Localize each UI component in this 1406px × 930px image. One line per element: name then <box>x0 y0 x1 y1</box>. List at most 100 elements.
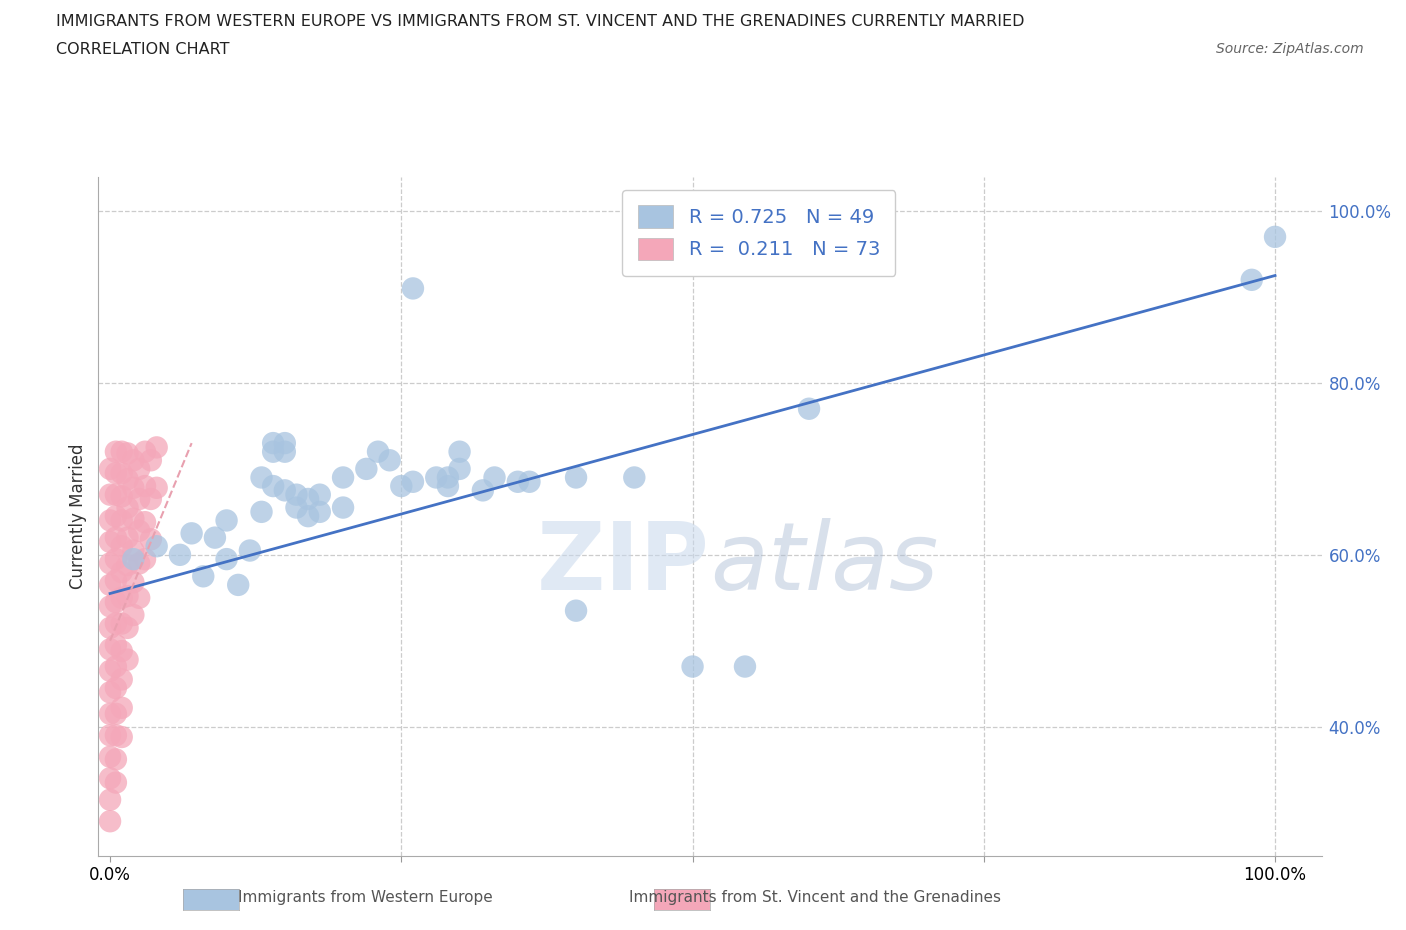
Text: Immigrants from St. Vincent and the Grenadines: Immigrants from St. Vincent and the Gren… <box>630 890 1001 905</box>
Point <box>128 492 150 507</box>
Point <box>128 556 150 571</box>
Point <box>145 481 167 496</box>
Point <box>506 474 529 489</box>
Point <box>308 504 330 519</box>
Point <box>734 659 756 674</box>
Point <box>98 461 121 476</box>
Point <box>104 530 127 545</box>
Point <box>98 771 121 786</box>
Point <box>104 509 127 524</box>
Point <box>104 445 127 459</box>
Point <box>98 642 121 657</box>
Point <box>332 470 354 485</box>
Point <box>104 659 127 674</box>
Point <box>128 461 150 476</box>
Point <box>104 551 127 566</box>
Point <box>104 573 127 588</box>
Point <box>98 513 121 528</box>
Point <box>98 535 121 550</box>
Point <box>262 445 284 459</box>
Point <box>104 752 127 767</box>
Point <box>193 569 215 584</box>
Point <box>134 551 156 566</box>
Point <box>98 728 121 743</box>
Point <box>104 487 127 502</box>
Point <box>623 470 645 485</box>
Point <box>111 513 134 528</box>
Point <box>215 551 238 566</box>
Point <box>226 578 249 592</box>
Point <box>145 440 167 455</box>
Point <box>262 479 284 494</box>
Point <box>98 556 121 571</box>
Point <box>104 594 127 609</box>
Point <box>139 453 162 468</box>
Point <box>104 638 127 653</box>
Point <box>122 512 145 526</box>
Point <box>250 504 273 519</box>
Point <box>682 659 704 674</box>
Point <box>367 445 389 459</box>
Point <box>437 470 460 485</box>
Point <box>402 281 425 296</box>
Point <box>1240 272 1263 287</box>
Point <box>484 470 506 485</box>
Point <box>139 492 162 507</box>
Point <box>98 620 121 635</box>
Point <box>565 604 588 618</box>
Point <box>98 684 121 699</box>
Point <box>111 591 134 605</box>
Point <box>111 644 134 658</box>
Point <box>180 525 202 540</box>
Point <box>111 729 134 744</box>
Point <box>239 543 262 558</box>
Text: atlas: atlas <box>710 518 938 609</box>
Point <box>104 681 127 696</box>
Point <box>111 700 134 715</box>
Point <box>104 707 127 722</box>
Point <box>797 401 820 416</box>
Text: Immigrants from Western Europe: Immigrants from Western Europe <box>238 890 494 905</box>
Point <box>449 461 471 476</box>
Point <box>98 750 121 764</box>
Legend: R = 0.725   N = 49, R =  0.211   N = 73: R = 0.725 N = 49, R = 0.211 N = 73 <box>623 190 896 275</box>
Text: CORRELATION CHART: CORRELATION CHART <box>56 42 229 57</box>
Point <box>98 663 121 678</box>
Point <box>134 445 156 459</box>
Point <box>297 492 319 507</box>
Point <box>104 728 127 743</box>
Point <box>117 589 139 604</box>
Point <box>122 481 145 496</box>
Point <box>128 591 150 605</box>
Point <box>389 479 412 494</box>
Point <box>122 607 145 622</box>
Point <box>356 461 378 476</box>
Y-axis label: Currently Married: Currently Married <box>69 444 87 589</box>
Point <box>111 489 134 504</box>
Point <box>169 548 191 563</box>
Point <box>297 509 319 524</box>
Point <box>250 470 273 485</box>
Point <box>274 483 297 498</box>
Point <box>145 538 167 553</box>
Text: Source: ZipAtlas.com: Source: ZipAtlas.com <box>1216 42 1364 56</box>
Point <box>98 814 121 829</box>
Point <box>332 500 354 515</box>
Point <box>262 435 284 450</box>
Point <box>274 435 297 450</box>
Point <box>204 530 226 545</box>
Point <box>111 672 134 687</box>
Point <box>111 565 134 579</box>
Point <box>98 792 121 807</box>
Point <box>128 524 150 538</box>
Point <box>122 575 145 590</box>
Point <box>378 453 401 468</box>
Point <box>98 599 121 614</box>
Point <box>471 483 494 498</box>
Point <box>285 500 308 515</box>
Point <box>104 775 127 790</box>
Point <box>117 620 139 635</box>
Point <box>425 470 447 485</box>
Point <box>565 470 588 485</box>
Point <box>519 474 541 489</box>
